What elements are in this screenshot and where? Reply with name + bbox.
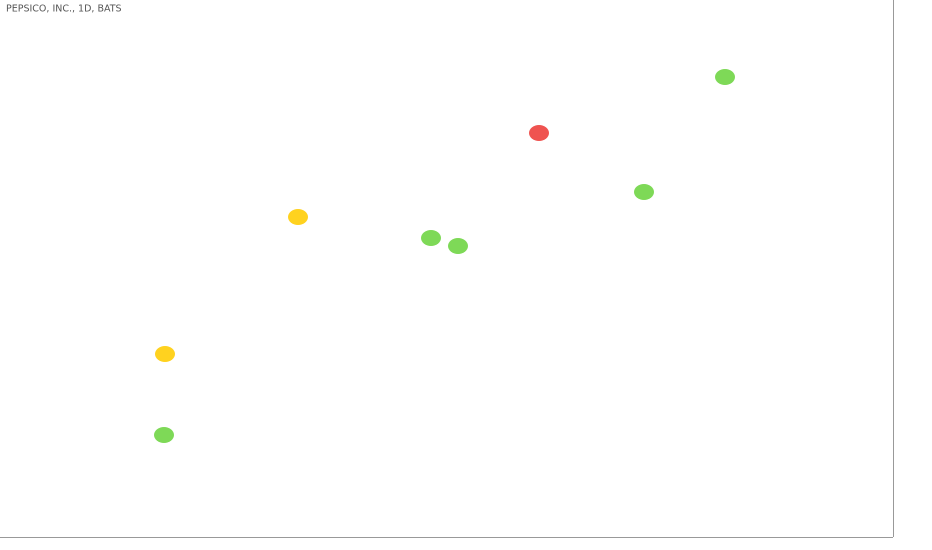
marker [155,346,175,362]
legend-title: PEPSICO, INC., 1D, BATS [6,4,122,15]
markers [154,69,735,443]
marker [448,238,468,254]
marker [529,125,549,141]
marker [288,209,308,225]
marker [715,69,735,85]
marker [634,184,654,200]
marker [154,427,174,443]
marker [421,230,441,246]
